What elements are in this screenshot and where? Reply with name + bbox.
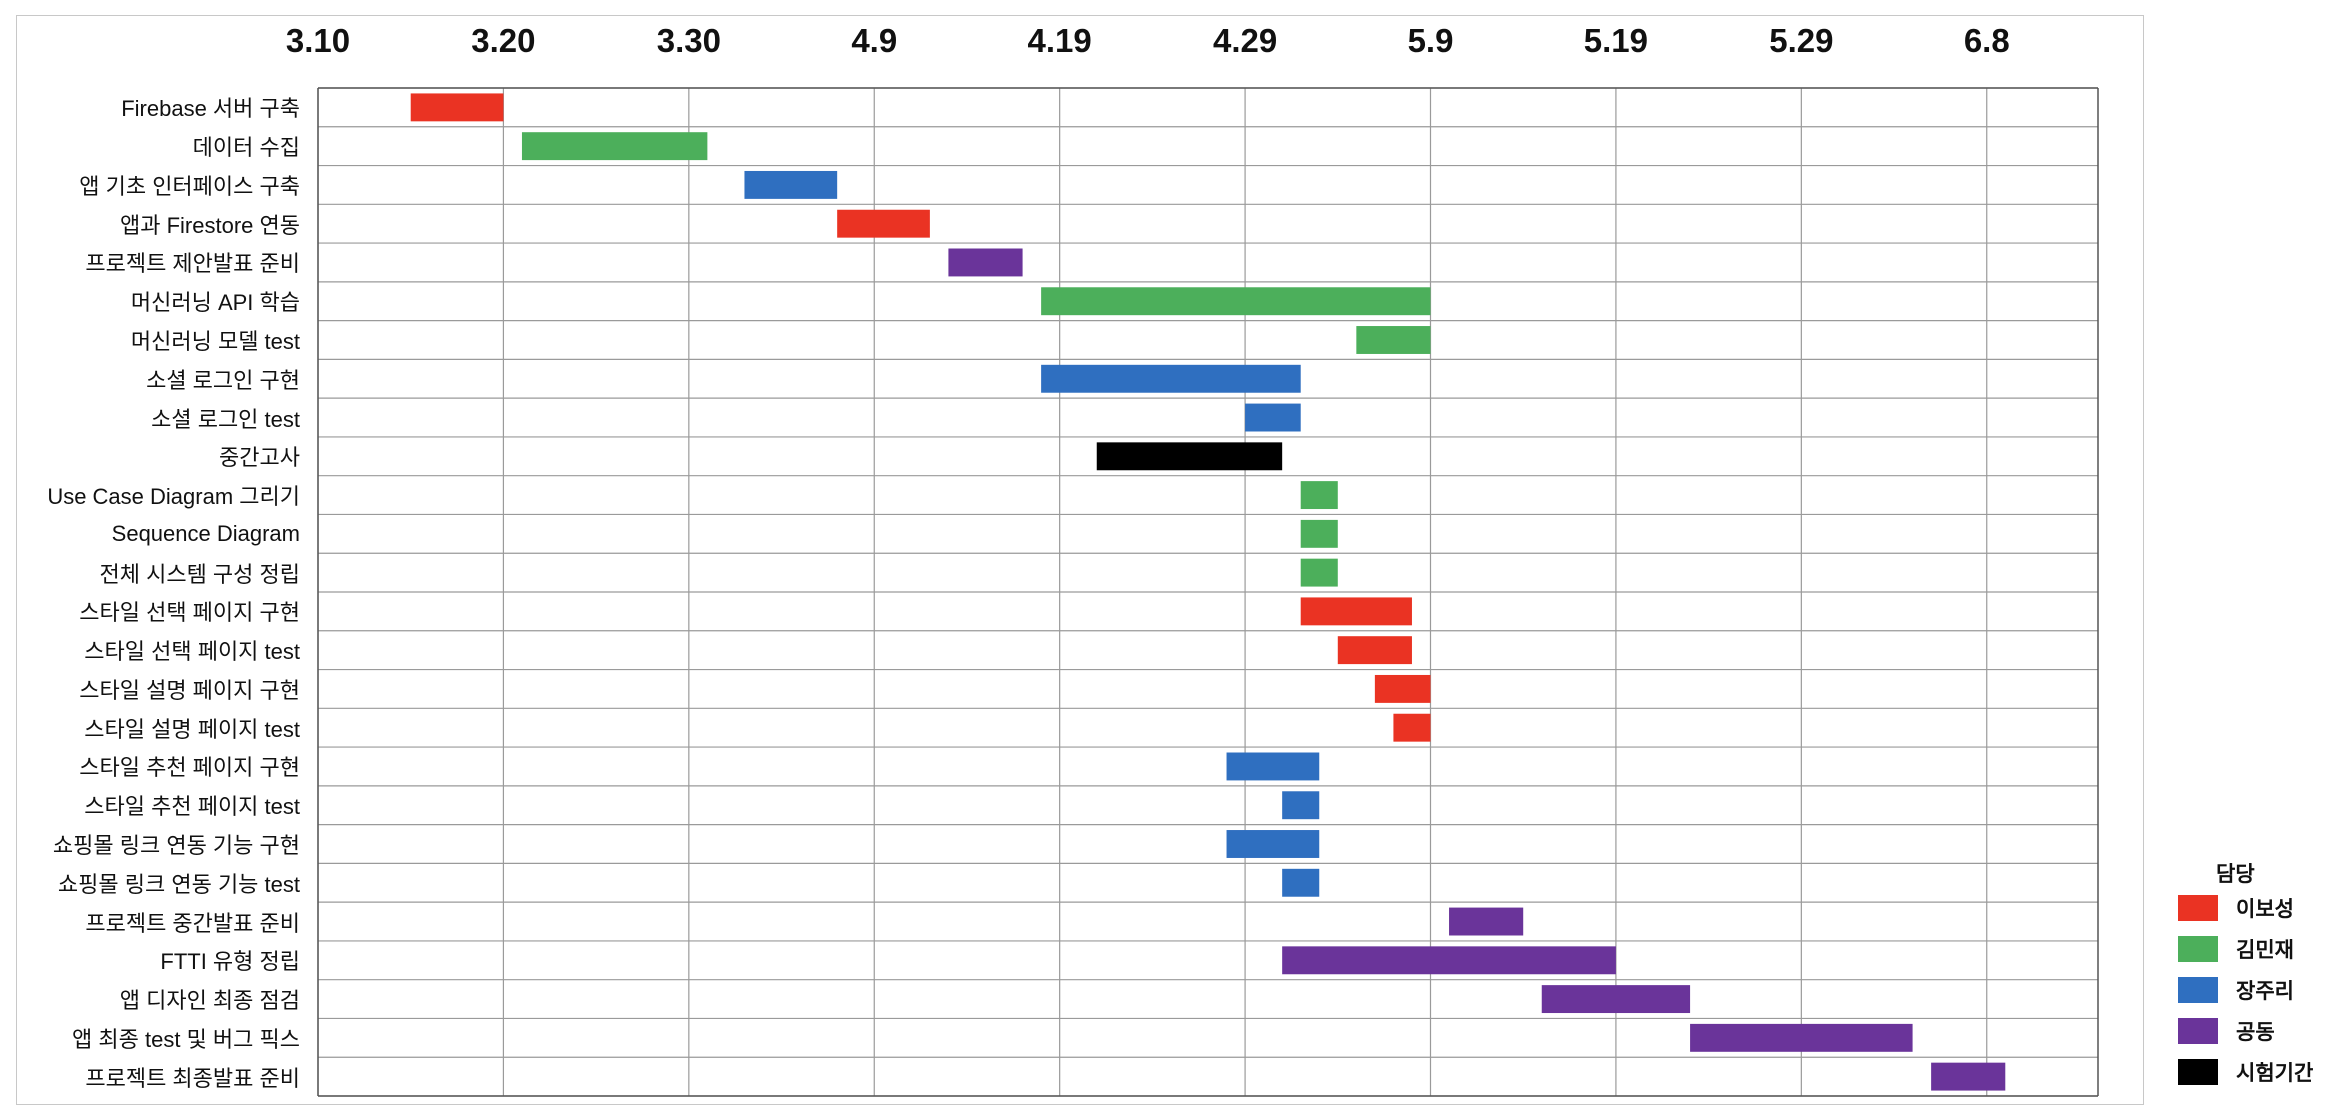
- task-bar: [1226, 830, 1320, 858]
- task-label: 스타일 선택 페이지 구현: [79, 600, 300, 626]
- x-tick-label: 5.9: [1407, 22, 1454, 59]
- task-label: 프로젝트 제안발표 준비: [85, 251, 300, 277]
- legend-label: 시험기간: [2236, 1062, 2314, 1085]
- task-label: 앱 기초 인터페이스 구축: [79, 173, 300, 199]
- task-label: FTTI 유형 정립: [160, 949, 300, 975]
- task-bar: [837, 209, 930, 238]
- task-label: 앱과 Firestore 연동: [120, 212, 300, 238]
- legend-swatch: [2178, 1059, 2218, 1085]
- task-bar: [1096, 442, 1283, 471]
- task-label: 쇼핑몰 링크 연동 기능 구현: [52, 833, 300, 858]
- legend-label: 김민재: [2236, 939, 2294, 962]
- task-label: 스타일 설명 페이지 구현: [79, 677, 300, 703]
- task-label: 소셜 로그인 test: [151, 406, 300, 432]
- task-bar: [1041, 364, 1301, 393]
- task-label: 스타일 선택 페이지 test: [84, 639, 300, 665]
- task-label: Sequence Diagram: [111, 520, 300, 546]
- task-bar: [1449, 907, 1524, 936]
- x-tick-label: 6.8: [1963, 22, 2010, 59]
- task-bar: [1245, 403, 1301, 432]
- task-bar: [1282, 946, 1616, 975]
- task-bar: [1356, 326, 1431, 354]
- task-bar: [1226, 752, 1320, 781]
- task-label: Firebase 서버 구축: [121, 96, 300, 122]
- x-tick-label: 5.29: [1769, 22, 1834, 59]
- legend-swatch: [2178, 977, 2218, 1003]
- task-bar: [1374, 674, 1431, 703]
- x-tick-label: 4.19: [1027, 22, 1092, 59]
- task-bar: [1541, 985, 1691, 1014]
- task-bar: [744, 170, 838, 199]
- task-bar: [1931, 1062, 2006, 1091]
- task-label: 전체 시스템 구성 정립: [99, 561, 301, 587]
- x-tick-label: 5.19: [1583, 22, 1649, 59]
- task-bar: [1337, 636, 1412, 665]
- legend-swatch: [2178, 895, 2218, 921]
- task-label: 쇼핑몰 링크 연동 기능 test: [57, 871, 300, 897]
- task-label: 앱 디자인 최종 점검: [119, 988, 300, 1014]
- task-label: 앱 최종 test 및 버그 픽스: [72, 1026, 300, 1052]
- task-bar: [1282, 868, 1320, 897]
- x-tick-label: 3.10: [285, 22, 351, 59]
- task-label: 스타일 설명 페이지 test: [84, 716, 300, 742]
- task-bar: [1300, 519, 1338, 548]
- task-label: 머신러닝 모델 test: [130, 329, 300, 354]
- task-label: 스타일 추천 페이지 구현: [79, 755, 300, 781]
- task-bar: [1041, 287, 1431, 316]
- legend-swatch: [2178, 1018, 2218, 1044]
- legend-label: 공동: [2236, 1021, 2275, 1044]
- task-bar: [410, 93, 504, 122]
- task-bar: [1300, 481, 1338, 510]
- task-label: 프로젝트 중간발표 준비: [85, 910, 300, 936]
- task-bar: [1300, 558, 1338, 587]
- task-bar: [1282, 791, 1320, 820]
- task-label: 소셜 로그인 구현: [146, 367, 300, 393]
- task-bar: [948, 248, 1023, 277]
- task-bar: [521, 132, 708, 161]
- task-label: 중간고사: [219, 445, 300, 471]
- x-tick-label: 3.30: [656, 22, 721, 59]
- task-bar: [1393, 713, 1431, 742]
- x-tick-label: 4.29: [1212, 22, 1278, 59]
- task-label: Use Case Diagram 그리기: [47, 484, 300, 510]
- task-label: 데이터 수집: [192, 135, 300, 161]
- task-bar: [1300, 597, 1412, 626]
- chart-frame: [16, 15, 2144, 1105]
- task-label: 프로젝트 최종발표 준비: [85, 1065, 300, 1091]
- x-tick-label: 4.9: [851, 22, 898, 59]
- legend-title: 담당: [2216, 863, 2255, 886]
- legend-label: 이보성: [2236, 898, 2294, 921]
- legend-label: 장주리: [2236, 980, 2294, 1003]
- legend-swatch: [2178, 936, 2218, 962]
- task-label: 머신러닝 API 학습: [130, 290, 300, 316]
- task-bar: [1690, 1023, 1913, 1052]
- x-tick-label: 3.20: [471, 22, 536, 59]
- task-label: 스타일 추천 페이지 test: [84, 794, 300, 820]
